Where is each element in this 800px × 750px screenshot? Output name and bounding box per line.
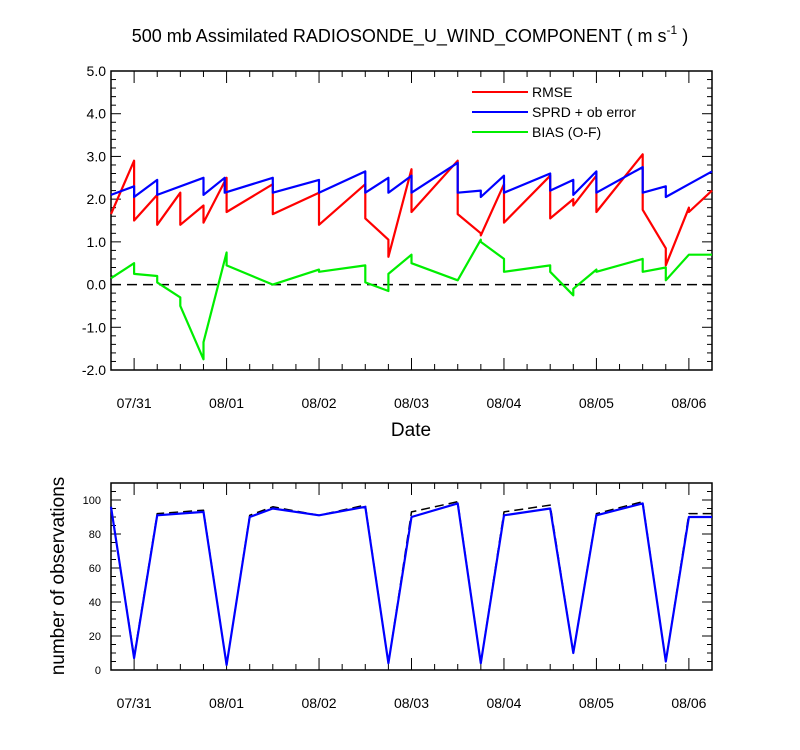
chart-title-main: 500 mb Assimilated RADIOSONDE_U_WIND_COM… xyxy=(132,26,667,47)
y-tick-label: 5.0 xyxy=(87,63,107,79)
bottom-plot-panel: 100 80 60 40 20 0 07/31 08/01 08/02 08/03 08/04 08/… xyxy=(48,477,713,711)
obs-y-tick-label: 100 xyxy=(83,495,101,507)
x-axis-label: Date xyxy=(391,420,431,441)
obs-y-tick-label: 80 xyxy=(89,529,101,541)
x-tick-label: 08/04 xyxy=(486,395,521,411)
x-tick-label: 08/03 xyxy=(394,395,429,411)
y-tick-label: -1.0 xyxy=(82,319,106,335)
chart-title-exponent: -1 xyxy=(667,23,678,37)
x-tick-label: 08/02 xyxy=(302,395,337,411)
bottom-axis-ticks: 100 80 60 40 20 0 07/31 08/01 08/02 08/03 08/04 08/… xyxy=(83,482,713,711)
obs-x-tick-label: 08/05 xyxy=(579,695,614,711)
series-line-rmse xyxy=(109,153,713,267)
obs-x-tick-label: 08/02 xyxy=(302,695,337,711)
obs-x-tick-label: 07/31 xyxy=(117,695,152,711)
legend: RMSE SPRD + ob error BIAS (O-F) xyxy=(472,84,636,140)
obs-y-tick-label: 0 xyxy=(95,665,101,677)
legend-label-sprd: SPRD + ob error xyxy=(532,104,636,120)
obs-x-tick-label: 08/01 xyxy=(209,695,244,711)
top-series-group xyxy=(109,153,713,361)
obs-x-tick-label: 08/03 xyxy=(394,695,429,711)
x-tick-label: 07/31 xyxy=(117,395,152,411)
obs-y-tick-label: 20 xyxy=(89,631,101,643)
chart-title: 500 mb Assimilated RADIOSONDE_U_WIND_COM… xyxy=(132,23,688,47)
obs-x-tick-label: 08/04 xyxy=(486,695,521,711)
chart-title-close: ) xyxy=(677,26,688,46)
top-plot-panel: 5.0 4.0 3.0 2.0 1.0 0.0 -1.0 -2.0 07/31 08/01 08/0… xyxy=(82,63,713,441)
y-axis-label-observations: number of observations xyxy=(48,477,69,676)
obs-series-line-dashed xyxy=(110,500,712,666)
obs-y-tick-label: 60 xyxy=(89,563,101,575)
y-tick-label: 4.0 xyxy=(87,106,107,122)
x-tick-label: 08/05 xyxy=(579,395,614,411)
y-tick-label: 0.0 xyxy=(87,277,107,293)
obs-y-tick-label: 40 xyxy=(89,597,101,609)
top-axis-ticks: 5.0 4.0 3.0 2.0 1.0 0.0 -1.0 -2.0 07/31 08/01 08/0… xyxy=(82,63,713,411)
x-tick-label: 08/06 xyxy=(671,395,706,411)
series-line-sprd-ob-error xyxy=(110,161,713,199)
x-tick-label: 08/01 xyxy=(209,395,244,411)
y-tick-label: 3.0 xyxy=(87,148,107,164)
legend-label-rmse: RMSE xyxy=(532,84,572,100)
legend-label-bias: BIAS (O-F) xyxy=(532,124,601,140)
y-tick-label: -2.0 xyxy=(82,362,106,378)
obs-series-line-solid xyxy=(109,502,712,667)
y-tick-label: 1.0 xyxy=(87,234,107,250)
y-tick-label: 2.0 xyxy=(87,191,107,207)
series-line-bias-o-f xyxy=(110,238,712,361)
bottom-series-group xyxy=(109,500,712,667)
obs-x-tick-label: 08/06 xyxy=(671,695,706,711)
